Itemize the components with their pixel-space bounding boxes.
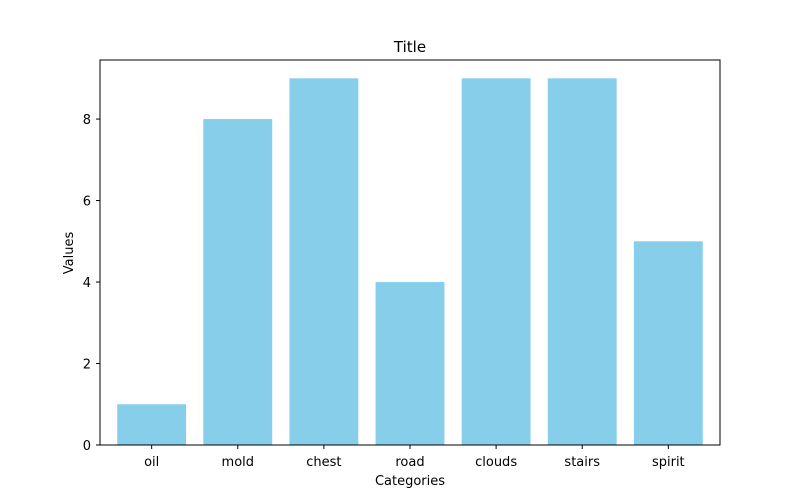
x-axis-ticks: oil mold chest road clouds stairs spirit [144,445,685,470]
plot-frame [99,59,721,446]
x-tick-label: chest [306,455,341,470]
y-tick-label: 0 [83,439,91,454]
bar-spirit [633,241,703,445]
bar-mold [203,119,273,446]
y-tick-label: 4 [83,276,91,291]
bar-road [375,282,445,445]
x-tick-label: oil [144,455,159,470]
x-axis-label: Categories [375,474,445,489]
y-axis-label: Values [62,232,77,275]
bar-clouds [461,78,531,445]
bar-chest [289,78,359,445]
bar-oil [117,404,187,445]
bars-group [117,78,703,446]
x-tick-label: spirit [652,455,685,470]
x-tick-label: road [395,455,424,470]
y-tick-label: 6 [83,195,91,210]
x-tick-label: mold [222,455,254,470]
x-tick-label: stairs [564,455,600,470]
chart-title: Title [393,38,426,56]
bar-stairs [547,78,617,445]
y-tick-label: 2 [83,358,91,373]
y-tick-label: 8 [83,113,91,128]
x-tick-label: clouds [475,455,517,470]
y-axis-ticks: 0 2 4 6 8 [83,113,100,454]
